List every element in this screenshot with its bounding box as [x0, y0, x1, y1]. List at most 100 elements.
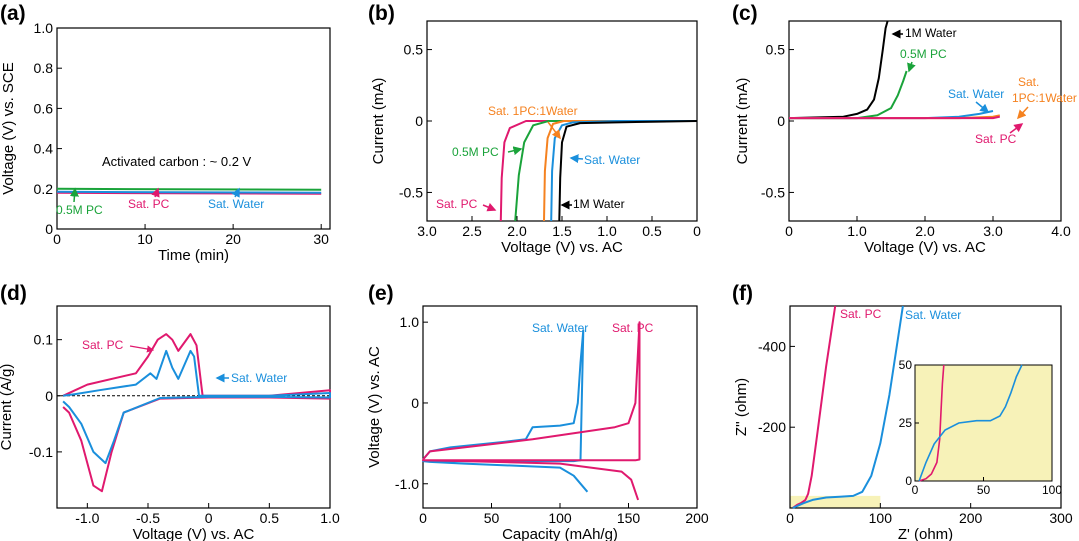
arrow-a-sat-water — [231, 187, 240, 198]
series-line-d-sat-water — [62, 349, 331, 465]
x-tick-label-c: 2.0 — [915, 223, 935, 239]
y-tick-label-e: 0 — [411, 395, 419, 411]
label-a-sat-pc: Sat. PC — [128, 197, 170, 211]
panel-letter-b: (b) — [368, 2, 395, 25]
y-tick-label-b: 0 — [415, 113, 423, 129]
series-line-d-sat-pc — [62, 333, 331, 493]
y-tick-label-d: 0.1 — [34, 332, 54, 348]
inset-y-tick-label: 0 — [905, 474, 912, 488]
panel-letter-f: (f) — [732, 282, 753, 305]
label-c-05m-pc: 0.5M PC — [900, 47, 947, 61]
x-tick-label-b: 2.0 — [507, 223, 527, 239]
x-tick-label-b: 1.5 — [552, 223, 572, 239]
label-b-05m-pc: 0.5M PC — [452, 145, 499, 159]
x-tick-label-e: 0 — [419, 510, 427, 526]
label-a-sat-water: Sat. Water — [208, 197, 264, 211]
x-tick-label-b: 3.0 — [417, 223, 437, 239]
panel-letter-a: (a) — [0, 2, 26, 25]
series-line-f-sat-pc — [792, 305, 837, 509]
y-axis-label-f: Z'' (ohm) — [733, 378, 750, 436]
chart-panel-d: -1.0 -0.5 0 0.5 1.0 -0.1 0 0.1 Voltage (V) vs. A… — [0, 305, 340, 541]
series-line-c-0-5m-pc — [789, 70, 908, 120]
label-c-1m-water: 1M Water — [905, 26, 957, 40]
x-tick-label-f: 0 — [786, 510, 794, 526]
x-tick-label-c: 3.0 — [983, 223, 1003, 239]
x-tick-label-c: 0 — [785, 223, 793, 239]
annotation-activated-carbon: Activated carbon : ~ 0.2 V — [102, 154, 252, 169]
x-axis-label-c: Voltage (V) vs. AC — [864, 239, 986, 256]
y-tick-label-a: 1.0 — [34, 20, 54, 36]
y-tick-label-e: 1.0 — [400, 314, 420, 330]
x-tick-label-f: 100 — [869, 510, 893, 526]
y-axis-label-e: Voltage (V) vs. AC — [366, 346, 383, 468]
inset-series-line-sat-pc — [918, 364, 945, 482]
x-tick-label-b: 0.5 — [642, 223, 662, 239]
chart-panel-e: 0 50 100 150 200 -1.0 0 1.0 Capacity (mAh/g) Volt… — [366, 305, 709, 541]
series-line-e-sat-pc — [422, 321, 641, 501]
x-tick-label-e: 100 — [548, 510, 572, 526]
x-tick-label-b: 1.0 — [597, 223, 617, 239]
y-tick-label-f: -400 — [758, 338, 786, 354]
y-axis-label-d: Current (A/g) — [0, 364, 15, 451]
y-axis-label-a: Voltage (V) vs. SCE — [0, 62, 17, 195]
x-tick-label-d: 0.5 — [260, 510, 280, 526]
y-tick-label-d: -0.1 — [29, 444, 53, 460]
y-tick-label-a: 0.2 — [34, 181, 54, 197]
x-tick-label-a: 20 — [225, 231, 241, 247]
panel-letter-d: (d) — [0, 282, 27, 305]
inset-y-tick-label: 25 — [899, 416, 913, 430]
y-tick-label-d: 0 — [45, 388, 53, 404]
chart-panel-a: 0 10 20 30 0 0.2 0.4 0.6 0.8 1.0 Time (min) Voltage… — [0, 20, 331, 264]
plot-frame-d — [56, 305, 331, 509]
chart-panel-c: 0 1.0 2.0 3.0 4.0 -0.5 0 0.5 Voltage (V) vs. AC C… — [734, 20, 1071, 256]
label-a-05m-pc: 0.5M PC — [56, 203, 103, 217]
arrow-b-sat-pc — [482, 202, 497, 212]
x-tick-label-f: 300 — [1049, 510, 1073, 526]
x-axis-label-d: Voltage (V) vs. AC — [133, 526, 255, 541]
x-tick-label-d: 0 — [205, 510, 213, 526]
panel-letter-c: (c) — [732, 2, 758, 25]
y-tick-label-f: -200 — [758, 419, 786, 435]
y-tick-label-c: -0.5 — [761, 184, 785, 200]
label-c-sat-pc: Sat. PC — [975, 132, 1017, 146]
inset-frame-f — [914, 364, 1053, 482]
y-tick-label-a: 0.6 — [34, 100, 54, 116]
plot-frame-a — [56, 27, 331, 230]
inset-y-tick-label: 50 — [899, 358, 913, 372]
label-c-sat-water: Sat. Water — [948, 87, 1004, 101]
series-line-a-0-5m-pc — [56, 187, 322, 191]
x-tick-label-d: 1.0 — [320, 510, 340, 526]
arrow-a-sat-pc — [151, 187, 160, 198]
arrow-a-05m-pc — [69, 187, 79, 203]
x-tick-label-a: 10 — [137, 231, 153, 247]
arrow-b-sat-1pc — [547, 121, 561, 140]
chart-panel-f: 0 100 200 300 -200 -400 Z' (ohm) Z'' (ohm) 0 50 10… — [733, 305, 1073, 541]
y-tick-label-a: 0 — [45, 221, 53, 237]
inset-x-tick-label: 50 — [977, 483, 991, 497]
chart-panel-b: 3.0 2.5 2.0 1.5 1.0 0.5 0 -0.5 0 0.5 Voltage (V) v… — [370, 20, 701, 256]
arrow-b-sat-water — [569, 154, 584, 164]
y-axis-label-b: Current (mA) — [370, 78, 387, 165]
x-tick-label-b: 2.5 — [462, 223, 482, 239]
label-b-1m-water: 1M Water — [573, 197, 625, 211]
x-tick-label-c: 1.0 — [847, 223, 867, 239]
y-tick-label-c: 0 — [777, 113, 785, 129]
arrow-c-sat-pc — [1009, 123, 1024, 134]
y-axis-label-c: Current (mA) — [734, 78, 751, 165]
arrow-c-sat-1pc — [1016, 106, 1029, 120]
label-b-sat-water: Sat. Water — [584, 153, 640, 167]
label-e-sat-pc: Sat. PC — [612, 321, 654, 335]
series-line-f-sat-water — [792, 305, 904, 509]
arrow-b-05m-pc — [507, 146, 523, 156]
x-tick-label-e: 50 — [484, 510, 500, 526]
series-line-a-sat-water — [56, 190, 322, 194]
plot-frame-f — [789, 305, 1062, 509]
inset-x-tick-label: 0 — [912, 483, 919, 497]
y-tick-label-a: 0.4 — [34, 141, 54, 157]
x-tick-label-a: 0 — [53, 231, 61, 247]
label-c-sat: Sat. — [1018, 75, 1039, 89]
inset-series-line-sat-water — [918, 364, 1023, 482]
y-tick-label-b: 0.5 — [404, 42, 424, 58]
label-e-sat-water: Sat. Water — [532, 321, 588, 335]
plot-frame-e — [422, 305, 698, 509]
